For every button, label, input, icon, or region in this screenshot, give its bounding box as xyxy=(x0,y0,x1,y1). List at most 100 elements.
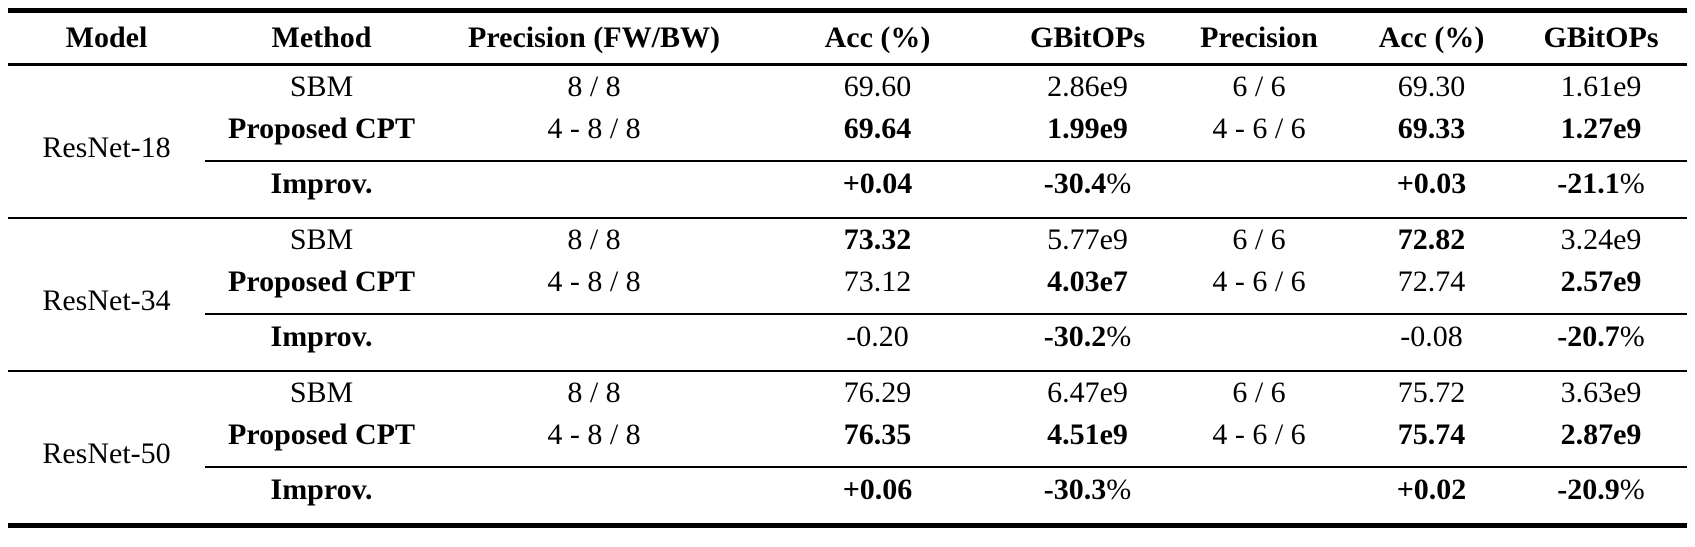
value-cell-text: 6 / 6 xyxy=(1232,376,1286,409)
improv-value-cell: +0.04 xyxy=(750,169,1005,199)
value-cell-text: 1.27e9 xyxy=(1560,112,1642,145)
improv-separator-rule xyxy=(205,160,1687,162)
model-block-resnet-34: ResNet-34 SBM 8 / 8 73.32 5.77e9 6 / 6 72.82 3.… xyxy=(8,219,1687,370)
value-cell: 1.61e9 xyxy=(1515,72,1687,102)
value-cell: 2.86e9 xyxy=(1005,72,1170,102)
value-cell: 4.03e7 xyxy=(1005,267,1170,297)
value-cell: 8 / 8 xyxy=(438,225,750,255)
improv-label: Improv. xyxy=(205,475,438,505)
value-cell-text: 4 - 6 / 6 xyxy=(1212,265,1306,298)
value-cell: 1.99e9 xyxy=(1005,114,1170,144)
value-cell: 73.12 xyxy=(750,267,1005,297)
value-cell-text: 76.29 xyxy=(843,376,912,409)
value-cell-text: 2.87e9 xyxy=(1560,418,1642,451)
method-cell: Proposed CPT xyxy=(205,420,438,450)
method-cell-text: Proposed CPT xyxy=(228,265,415,298)
improv-separator-rule xyxy=(205,313,1687,315)
value-cell-text: 76.35 xyxy=(843,418,912,451)
value-cell-text: 75.72 xyxy=(1397,376,1466,409)
value-cell-text: 69.60 xyxy=(843,70,912,103)
header-cell-method: Method xyxy=(271,21,372,54)
value-cell: 73.32 xyxy=(750,225,1005,255)
method-cell: SBM xyxy=(205,378,438,408)
improv-value-cell: -30.3% xyxy=(1005,475,1170,505)
improv-value-cell: +0.02 xyxy=(1348,475,1515,505)
improv-value-cell-text: +0.06 xyxy=(842,473,913,506)
value-cell-text: 4 - 8 / 8 xyxy=(547,418,641,451)
improv-label-text: Improv. xyxy=(270,167,373,200)
model-block-resnet-18: ResNet-18 SBM 8 / 8 69.60 2.86e9 6 / 6 69.30 1.… xyxy=(8,66,1687,217)
improv-separator-rule xyxy=(205,466,1687,468)
improv-value-cell-text: -20.7 xyxy=(1557,320,1620,353)
value-cell-text: 4 - 6 / 6 xyxy=(1212,418,1306,451)
value-cell: 6 / 6 xyxy=(1170,225,1348,255)
header-cell-acc: Acc (%) xyxy=(1378,21,1485,54)
header-cell-acc: Acc (%) xyxy=(824,21,931,54)
value-cell-text: 2.86e9 xyxy=(1047,70,1128,103)
table-body: ResNet-18 SBM 8 / 8 69.60 2.86e9 6 / 6 69.30 1.… xyxy=(8,66,1687,523)
value-cell-text: 3.24e9 xyxy=(1560,223,1642,256)
header-cell-model: Model xyxy=(65,21,148,54)
value-cell: 8 / 8 xyxy=(438,72,750,102)
improv-value-cell: -0.08 xyxy=(1348,322,1515,352)
improv-value-cell: -0.20 xyxy=(750,322,1005,352)
model-label: ResNet-18 xyxy=(42,131,171,164)
method-cell: SBM xyxy=(205,225,438,255)
value-cell: 6 / 6 xyxy=(1170,378,1348,408)
value-cell-text: 69.64 xyxy=(843,112,912,145)
value-cell: 2.87e9 xyxy=(1515,420,1687,450)
value-cell-text: 72.82 xyxy=(1397,223,1466,256)
improv-value-cell: -30.2% xyxy=(1005,322,1170,352)
value-cell-text: 1.61e9 xyxy=(1560,70,1642,103)
model-label: ResNet-50 xyxy=(42,437,171,470)
improv-label: Improv. xyxy=(205,169,438,199)
method-cell-text: SBM xyxy=(289,223,354,256)
improv-value-cell: -21.1% xyxy=(1515,169,1687,199)
value-cell: 76.29 xyxy=(750,378,1005,408)
improv-value-cell-text: -21.1 xyxy=(1557,167,1620,200)
block-separator-rule xyxy=(8,370,1687,372)
improv-value-cell-text: -0.08 xyxy=(1400,320,1463,353)
method-cell: Proposed CPT xyxy=(205,114,438,144)
improv-value-cell-text: -30.4 xyxy=(1043,167,1107,200)
value-cell-text: 73.12 xyxy=(843,265,912,298)
value-cell-text: 8 / 8 xyxy=(567,376,621,409)
header-cell-precision: Precision xyxy=(1200,21,1318,54)
value-cell: 69.33 xyxy=(1348,114,1515,144)
value-cell: 4 - 8 / 8 xyxy=(438,420,750,450)
table-top-rule xyxy=(8,8,1687,13)
value-cell-text: 4 - 8 / 8 xyxy=(547,112,641,145)
improv-value-cell-suffix: % xyxy=(1106,320,1132,353)
improv-value-cell: +0.03 xyxy=(1348,169,1515,199)
value-cell: 75.72 xyxy=(1348,378,1515,408)
model-label: ResNet-34 xyxy=(42,284,171,317)
improv-value-cell: -30.4% xyxy=(1005,169,1170,199)
improv-value-cell: +0.06 xyxy=(750,475,1005,505)
value-cell: 69.60 xyxy=(750,72,1005,102)
results-table: Model Method Precision (FW/BW) Acc (%) GBitO… xyxy=(8,8,1687,528)
value-cell-text: 75.74 xyxy=(1397,418,1466,451)
value-cell-text: 4.51e9 xyxy=(1047,418,1128,451)
table-bottom-rule xyxy=(8,523,1687,528)
header-cell-precision-fw-bw: Precision (FW/BW) xyxy=(468,21,720,54)
method-cell: SBM xyxy=(205,72,438,102)
value-cell-text: 2.57e9 xyxy=(1560,265,1642,298)
value-cell-text: 8 / 8 xyxy=(567,223,621,256)
value-cell: 4 - 8 / 8 xyxy=(438,267,750,297)
value-cell: 6 / 6 xyxy=(1170,72,1348,102)
value-cell: 4 - 6 / 6 xyxy=(1170,420,1348,450)
improv-label-text: Improv. xyxy=(270,473,373,506)
value-cell-text: 72.74 xyxy=(1397,265,1466,298)
value-cell-text: 69.30 xyxy=(1397,70,1466,103)
header-cell-gbitops: GBitOPs xyxy=(1029,21,1145,54)
improv-value-cell-text: -30.2 xyxy=(1043,320,1107,353)
improv-value-cell-text: +0.03 xyxy=(1396,167,1467,200)
value-cell: 76.35 xyxy=(750,420,1005,450)
value-cell: 69.64 xyxy=(750,114,1005,144)
value-cell-text: 73.32 xyxy=(843,223,912,256)
value-cell-text: 4 - 8 / 8 xyxy=(547,265,641,298)
value-cell: 3.63e9 xyxy=(1515,378,1687,408)
value-cell: 8 / 8 xyxy=(438,378,750,408)
value-cell-text: 4.03e7 xyxy=(1047,265,1128,298)
value-cell: 4.51e9 xyxy=(1005,420,1170,450)
